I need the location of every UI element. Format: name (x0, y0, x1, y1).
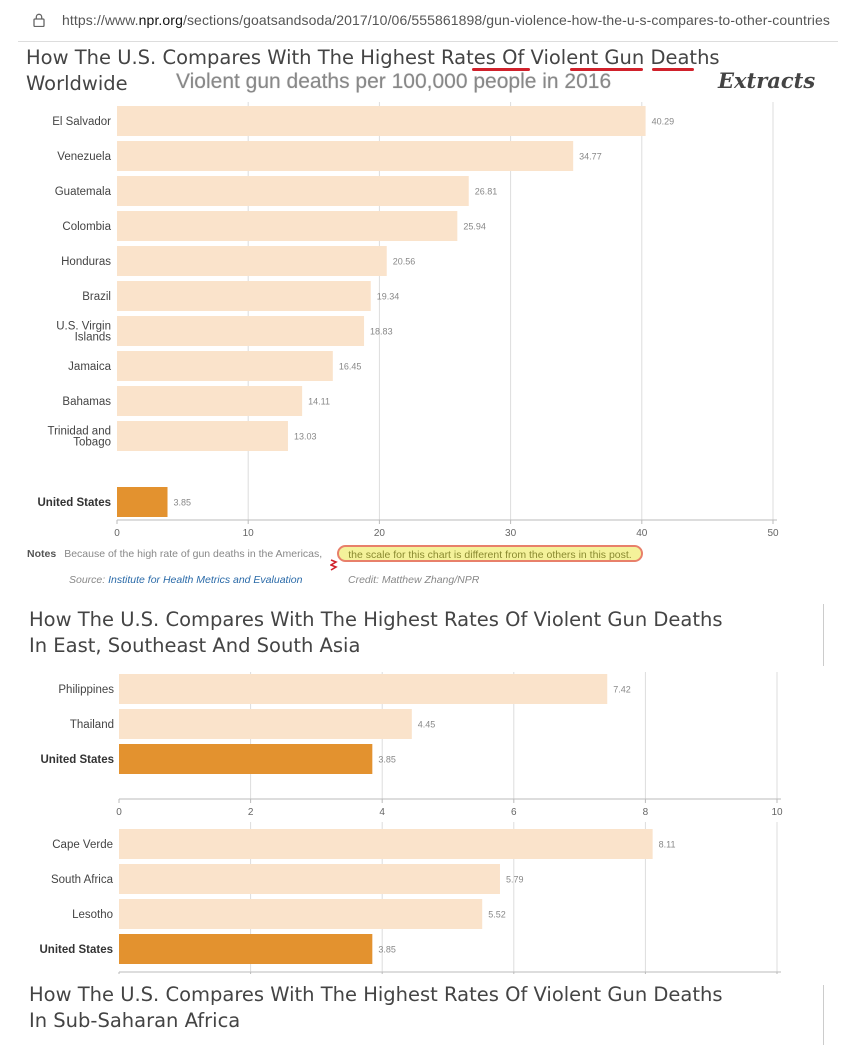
chart1-subtitle: Violent gun deaths per 100,000 people in… (176, 70, 612, 93)
x-tick-label: 8 (643, 807, 649, 818)
value-label: 20.56 (393, 257, 416, 267)
address-bar-divider (18, 41, 838, 42)
category-label: Bahamas (62, 396, 111, 408)
panel-edge-bottom (823, 985, 824, 1045)
underline-rates (472, 68, 530, 71)
bar-philippines (119, 674, 608, 704)
chart-worldwide: 40.29 El Salvador 34.77 Venezuela 26.81 Guate… (38, 102, 779, 539)
x-tick-label: 10 (771, 807, 783, 818)
category-label: Brazil (82, 291, 111, 303)
bar-bahamas (117, 386, 303, 416)
category-label: Jamaica (68, 361, 111, 373)
value-label: 5.52 (488, 910, 506, 920)
category-label: Islands (75, 332, 112, 344)
category-label: United States (40, 944, 114, 956)
x-tick-label: 50 (767, 528, 779, 539)
value-label: 16.45 (339, 362, 362, 372)
lock-icon (33, 13, 45, 27)
category-label: Thailand (70, 719, 114, 731)
value-label: 8.11 (659, 840, 676, 850)
bar-jamaica (117, 351, 333, 381)
x-tick-label: 20 (374, 528, 386, 539)
bar-trinidad-and-tobago (117, 421, 288, 451)
category-label: Guatemala (55, 186, 112, 198)
category-label: United States (41, 754, 115, 766)
source-link[interactable]: Institute for Health Metrics and Evaluat… (108, 574, 303, 586)
category-label: Cape Verde (52, 839, 113, 851)
value-label: 19.34 (377, 292, 400, 302)
value-label: 40.29 (652, 117, 675, 127)
underline-violent (570, 68, 643, 71)
word-rates: Rates (441, 46, 496, 69)
value-label: 7.42 (613, 685, 631, 695)
chart-asia: 7.42 Philippines 4.45 Thailand 3.85 United St… (41, 672, 783, 818)
underline-gun (652, 68, 694, 71)
bar-united-states (119, 934, 373, 964)
x-tick-label: 2 (248, 807, 254, 818)
value-label: 3.85 (378, 755, 396, 765)
value-label: 3.85 (174, 498, 192, 508)
word-violent: Violent (530, 46, 599, 69)
chart1-source: Source: Institute for Health Metrics and… (69, 574, 303, 586)
bar-united-states (119, 744, 373, 774)
bar-guatemala (117, 176, 469, 206)
value-label: 26.81 (475, 187, 498, 197)
value-label: 5.79 (506, 875, 524, 885)
value-label: 34.77 (579, 152, 602, 162)
category-label: Trinidad and (47, 426, 111, 438)
category-label: Colombia (62, 221, 111, 233)
bar-honduras (117, 246, 387, 276)
bar-u-s-virgin-islands (117, 316, 365, 346)
category-label: South Africa (51, 874, 114, 886)
bar-south-africa (119, 864, 500, 894)
bar-cape-verde (119, 829, 653, 859)
x-tick-label: 0 (116, 807, 122, 818)
value-label: 13.03 (294, 432, 317, 442)
chart2-heading: How The U.S. Compares With The Highest R… (29, 608, 723, 657)
word-gun: Gun (604, 46, 645, 69)
category-label: Venezuela (57, 151, 111, 163)
extracts-label: Extracts (718, 68, 816, 93)
chart1-notes: Notes Because of the high rate of gun dea… (27, 548, 323, 560)
bar-el-salvador (117, 106, 646, 136)
chart1-credit: Credit: Matthew Zhang/NPR (348, 574, 480, 586)
bar-brazil (117, 281, 371, 311)
x-tick-label: 0 (114, 528, 120, 539)
x-tick-label: 4 (379, 807, 385, 818)
value-label: 4.45 (418, 720, 436, 730)
category-label: Tobago (73, 437, 111, 449)
chart3-heading: How The U.S. Compares With The Highest R… (29, 983, 723, 1032)
value-label: 3.85 (378, 945, 396, 955)
bar-united-states (117, 487, 168, 517)
value-label: 25.94 (463, 222, 486, 232)
value-label: 14.11 (308, 397, 330, 407)
notes-highlight: the scale for this chart is different fr… (337, 545, 643, 562)
category-label: United States (38, 497, 112, 509)
chart1-heading: How The U.S. Compares With The Highest R… (26, 46, 720, 95)
panel-edge (823, 604, 824, 666)
annotation-squiggle-icon (330, 559, 338, 571)
bar-colombia (117, 211, 458, 241)
bar-lesotho (119, 899, 483, 929)
x-tick-label: 40 (636, 528, 648, 539)
category-label: U.S. Virgin (56, 321, 111, 333)
x-tick-label: 30 (505, 528, 517, 539)
category-label: Lesotho (72, 909, 113, 921)
x-tick-label: 10 (243, 528, 255, 539)
value-label: 18.83 (370, 327, 393, 337)
category-label: Philippines (58, 684, 114, 696)
url-text[interactable]: https://www.npr.org/sections/goatsandsod… (62, 12, 830, 28)
bar-venezuela (117, 141, 574, 171)
chart-africa: 8.11 Cape Verde 5.79 South Africa 5.52 Lesoth… (40, 822, 781, 974)
category-label: El Salvador (52, 116, 111, 128)
bar-thailand (119, 709, 412, 739)
category-label: Honduras (61, 256, 111, 268)
browser-address-bar[interactable]: https://www.npr.org/sections/goatsandsod… (0, 0, 850, 40)
x-tick-label: 6 (511, 807, 517, 818)
